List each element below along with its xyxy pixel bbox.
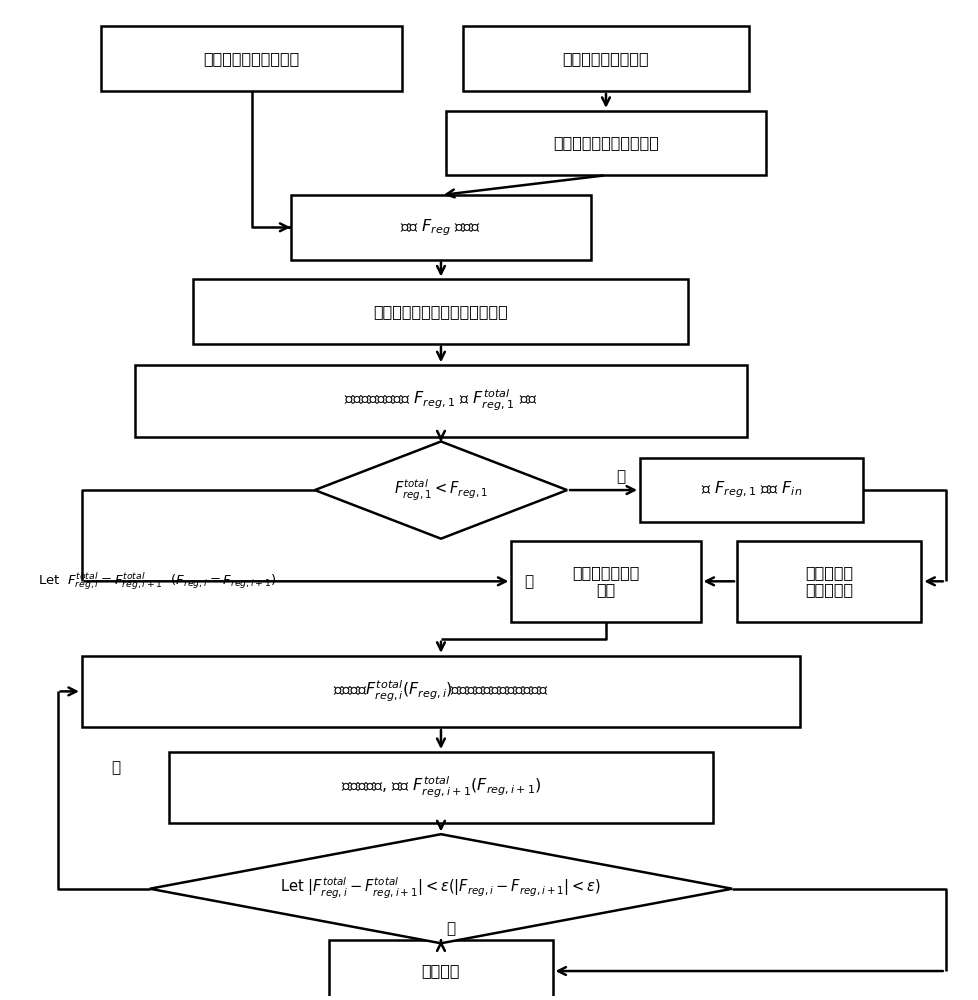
Text: 迭代结束: 迭代结束 [422,964,460,979]
FancyBboxPatch shape [445,111,766,175]
Text: 假设 $F_{reg}$ 足够大: 假设 $F_{reg}$ 足够大 [400,217,481,238]
Text: 由 $F_{reg,1}$ 确定 $F_{in}$: 由 $F_{reg,1}$ 确定 $F_{in}$ [700,480,801,500]
Text: Let $|F_{reg,i}^{total}-F_{reg,i+1}^{total}|<\varepsilon$($|F_{reg,i}-F_{reg,i+1: Let $|F_{reg,i}^{total}-F_{reg,i+1}^{tot… [281,876,600,901]
FancyBboxPatch shape [463,26,748,91]
Text: Let  $F_{reg,i}^{total}=F_{reg,i+1}^{total}$  ($F_{reg,i}=F_{reg,i+1}$): Let $F_{reg,i}^{total}=F_{reg,i+1}^{tota… [38,571,277,592]
FancyBboxPatch shape [101,26,402,91]
FancyBboxPatch shape [135,365,746,437]
FancyBboxPatch shape [169,752,712,823]
Text: 将净化后源物流加入到源物流中: 将净化后源物流加入到源物流中 [374,304,508,319]
Text: 否: 否 [111,760,120,775]
Text: 固定净化后氢浓度模型: 固定净化后氢浓度模型 [203,51,299,66]
FancyBboxPatch shape [290,195,591,260]
Text: 给定杂质移除率模型: 给定杂质移除率模型 [562,51,648,66]
Text: 设计氢网络, 得到 $F_{reg,i+1}^{total}$($F_{reg,i+1}$): 设计氢网络, 得到 $F_{reg,i+1}^{total}$($F_{reg,… [340,775,541,800]
Text: 否: 否 [615,469,625,484]
Text: 是: 是 [523,574,532,589]
FancyBboxPatch shape [82,656,799,727]
Text: 给定杂质移除率
模型: 给定杂质移除率 模型 [572,565,639,598]
FancyBboxPatch shape [329,940,552,1000]
Text: 是: 是 [446,921,455,936]
FancyBboxPatch shape [736,541,920,622]
FancyBboxPatch shape [194,279,688,344]
Text: $F_{reg,1}^{total} < F_{reg,1}$: $F_{reg,1}^{total} < F_{reg,1}$ [394,478,487,503]
Polygon shape [315,441,566,539]
Text: 估算净化后源物流的浓度: 估算净化后源物流的浓度 [553,135,658,150]
FancyBboxPatch shape [511,541,700,622]
FancyBboxPatch shape [640,458,863,522]
Polygon shape [150,834,732,943]
Text: 加入量为$F_{reg,i}^{total}$($F_{reg,i}$)的净化后源物流到源物流中: 加入量为$F_{reg,i}^{total}$($F_{reg,i}$)的净化后… [333,679,549,704]
Text: 固定净化后
氢浓度模型: 固定净化后 氢浓度模型 [804,565,853,598]
Text: 设计氢网络，得到 $F_{reg,1}$ 和 $F_{reg,1}^{total}$ 的值: 设计氢网络，得到 $F_{reg,1}$ 和 $F_{reg,1}^{total… [344,388,537,413]
